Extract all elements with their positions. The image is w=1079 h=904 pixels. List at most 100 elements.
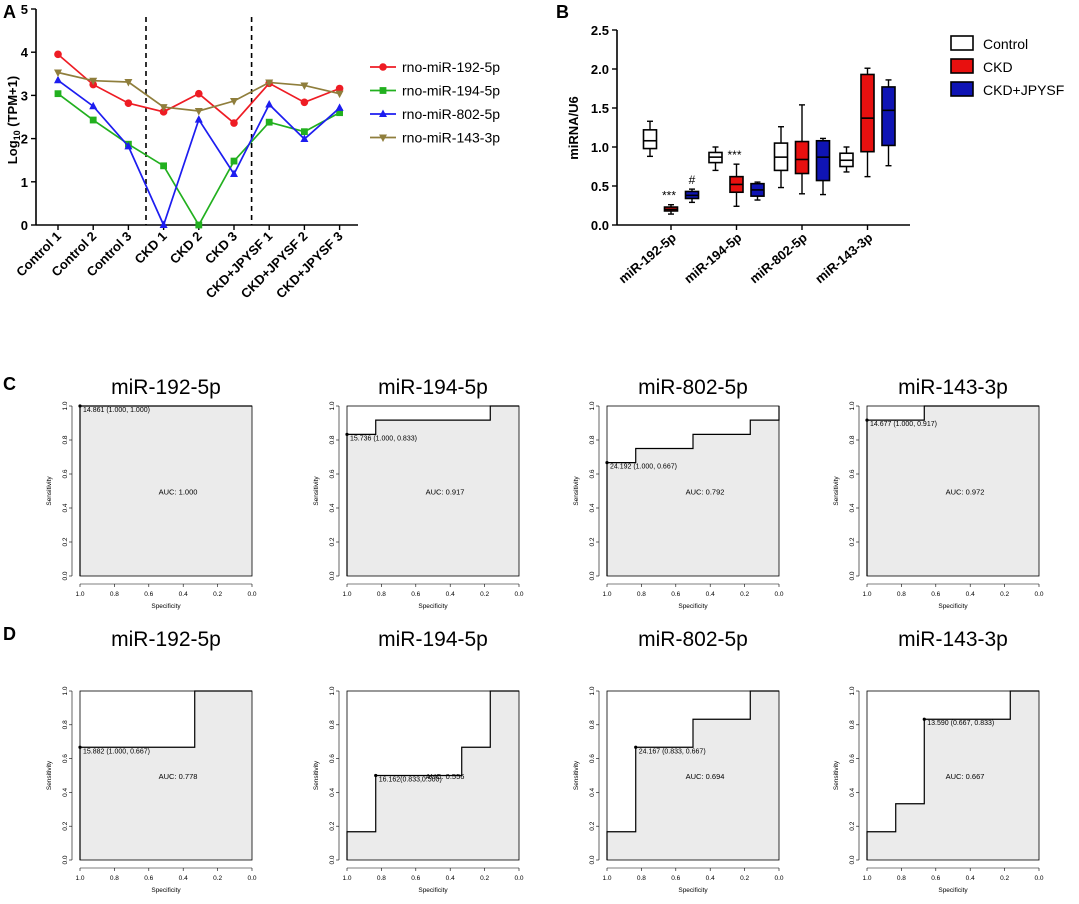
roc-y-tick-label: 0.4	[329, 503, 336, 512]
y-tick-label-a: 5	[21, 2, 28, 17]
roc-x-tick-label: 1.0	[75, 591, 84, 598]
y-tick-label-a: 2	[21, 132, 28, 147]
legend-marker-4	[379, 134, 387, 142]
roc-y-axis-label: Sensitivity	[46, 476, 53, 506]
roc-row-d: miR-192-5p 15.882 (1.000, 0.667) AUC: 0.77…	[46, 628, 1044, 894]
roc-auc-label: AUC: 0.556	[426, 772, 465, 781]
roc-y-tick-label: 1.0	[849, 686, 856, 695]
data-point	[89, 77, 98, 86]
roc-x-tick-label: 0.2	[213, 875, 222, 882]
roc-row-c: miR-192-5p 14.861 (1.000, 1.000) AUC: 1.00…	[46, 376, 1044, 610]
roc-auc-label: AUC: 0.778	[159, 772, 198, 781]
roc-x-tick-label: 1.0	[862, 875, 871, 882]
roc-y-tick-label: 0.8	[589, 435, 596, 444]
roc-y-axis-label: Sensitivity	[46, 760, 53, 790]
box	[881, 86, 896, 147]
roc-plot-2: miR-194-5p 15.736 (1.000, 0.833) AUC: 0.91…	[313, 376, 524, 610]
data-point	[230, 98, 238, 106]
y-tick-label-a: 4	[21, 45, 29, 60]
data-point	[54, 50, 62, 59]
roc-x-axis-label: Specificity	[418, 603, 448, 610]
roc-threshold-label: 13.590 (0.667, 0.833)	[927, 720, 994, 727]
data-point	[194, 107, 203, 116]
roc-y-tick-label: 1.0	[589, 401, 596, 410]
roc-y-tick-label: 0.0	[62, 855, 69, 864]
data-point	[159, 108, 168, 116]
y-tick-label-b: 2.5	[591, 23, 609, 38]
roc-x-tick-label: 0.0	[514, 875, 523, 882]
roc-title: miR-143-3p	[898, 628, 1008, 651]
data-point	[265, 118, 273, 126]
roc-y-tick-label: 0.6	[62, 469, 69, 478]
legend-swatch-2	[950, 58, 974, 74]
roc-frame	[866, 690, 1040, 861]
roc-title: miR-192-5p	[111, 628, 221, 651]
roc-y-tick-label: 1.0	[849, 401, 856, 410]
roc-y-tick-label: 0.6	[589, 754, 596, 763]
roc-y-tick-label: 0.4	[589, 788, 596, 797]
roc-y-tick-label: 0.8	[329, 720, 336, 729]
roc-plot-2: miR-194-5p 16.162(0.833,0.500)AUC: 0.556 0…	[313, 628, 524, 894]
roc-y-tick-label: 0.6	[329, 754, 336, 763]
roc-auc-label: AUC: 0.917	[426, 487, 465, 496]
roc-x-tick-label: 0.4	[179, 875, 188, 882]
roc-y-axis-label: Sensitivity	[573, 760, 580, 790]
roc-x-tick-label: 0.8	[377, 591, 386, 598]
x-tick-label-b: miR-192-5p	[616, 230, 679, 287]
roc-x-tick-label: 0.4	[966, 875, 975, 882]
y-label-sub-a: 10	[12, 130, 22, 140]
y-tick-label-b: 0.0	[591, 218, 609, 233]
roc-title: miR-194-5p	[378, 628, 488, 651]
roc-plot-3: miR-802-5p 24.167 (0.833, 0.667) AUC: 0.69…	[573, 628, 784, 894]
legend-swatch-3	[950, 81, 974, 97]
y-axis-label-a: Log10 (TPM+1)	[5, 76, 22, 164]
roc-threshold-point	[605, 461, 609, 465]
roc-frame	[346, 690, 520, 861]
roc-x-axis-label: Specificity	[151, 603, 181, 610]
data-point	[300, 98, 309, 107]
roc-y-tick-label: 0.4	[62, 503, 69, 512]
roc-plot-1: miR-192-5p 14.861 (1.000, 1.000) AUC: 1.00…	[46, 376, 257, 610]
box	[642, 129, 658, 150]
roc-y-axis-label: Sensitivity	[833, 476, 840, 506]
roc-threshold-label: 15.882 (1.000, 0.667)	[83, 748, 150, 755]
roc-x-axis-label: Specificity	[938, 603, 968, 610]
significance-mark: ***	[662, 189, 676, 203]
roc-x-tick-label: 0.0	[1034, 591, 1043, 598]
roc-y-axis-label: Sensitivity	[313, 476, 320, 506]
roc-x-tick-label: 0.4	[706, 591, 715, 598]
roc-y-tick-label: 0.0	[849, 855, 856, 864]
roc-x-tick-label: 0.2	[740, 591, 749, 598]
data-point	[265, 99, 274, 108]
data-point	[335, 90, 344, 99]
roc-x-tick-label: 1.0	[75, 875, 84, 882]
x-tick-label-b: miR-802-5p	[747, 230, 810, 287]
data-point	[336, 109, 343, 117]
roc-y-tick-label: 0.4	[589, 503, 596, 512]
roc-x-tick-label: 0.8	[377, 875, 386, 882]
roc-x-tick-label: 0.6	[931, 875, 940, 882]
roc-title: miR-802-5p	[638, 628, 748, 651]
roc-y-tick-label: 0.2	[849, 821, 856, 830]
y-tick-label-a: 1	[21, 175, 28, 190]
legend-marker-3	[379, 109, 387, 117]
roc-x-tick-label: 0.4	[446, 591, 455, 598]
roc-x-tick-label: 0.8	[637, 875, 646, 882]
roc-curve	[866, 690, 1039, 860]
data-point	[230, 169, 238, 178]
roc-auc-label: AUC: 1.000	[159, 487, 198, 496]
y-label-pre-a: Log	[5, 140, 20, 164]
roc-y-tick-label: 0.6	[589, 469, 596, 478]
data-point	[160, 162, 167, 170]
roc-y-tick-label: 0.6	[62, 754, 69, 763]
y-tick-label-b: 1.0	[591, 140, 609, 155]
legend-label-4: rno-miR-143-3p	[402, 130, 500, 146]
roc-y-tick-label: 0.8	[62, 435, 69, 444]
x-tick-label-b: miR-194-5p	[681, 230, 744, 287]
roc-title: miR-802-5p	[638, 376, 748, 399]
roc-x-axis-label: Specificity	[678, 887, 708, 894]
roc-auc-label: AUC: 0.792	[686, 487, 725, 496]
roc-y-tick-label: 0.2	[329, 537, 336, 546]
roc-x-axis-label: Specificity	[418, 887, 448, 894]
